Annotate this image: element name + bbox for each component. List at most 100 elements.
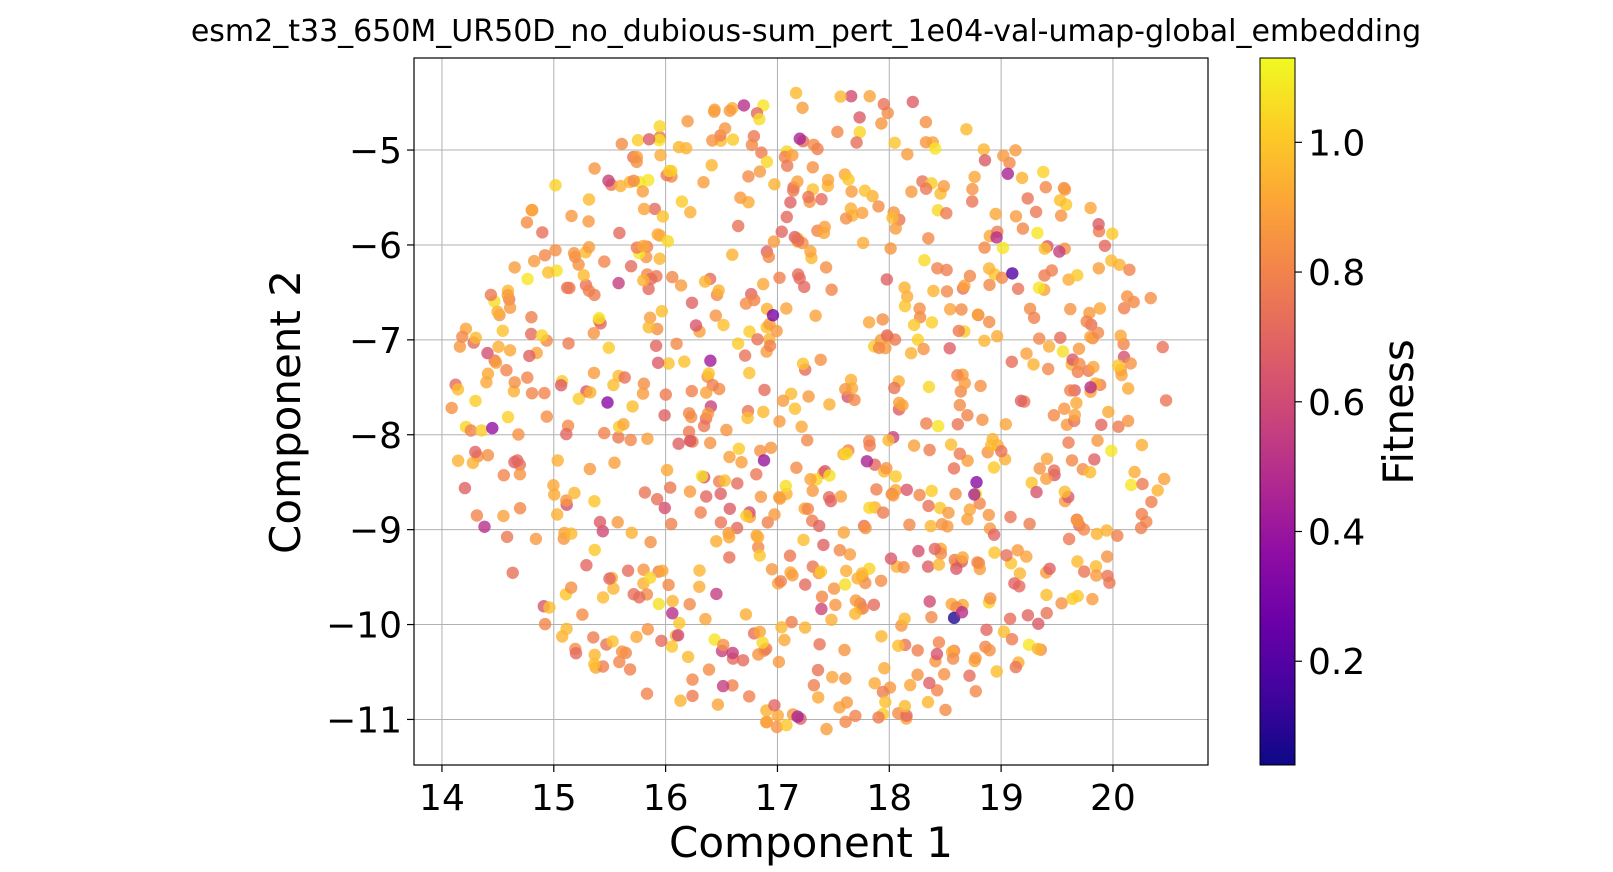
scatter-point [711,698,725,711]
scatter-point [621,564,635,577]
scatter-point [695,470,709,483]
scatter-point [540,410,553,423]
scatter-point [786,149,799,162]
scatter-point [1090,569,1103,582]
scatter-point [824,494,837,508]
scatter-point [1023,517,1036,531]
scatter-point [1080,315,1093,328]
scatter-point [901,148,914,161]
scatter-point [839,715,852,728]
scatter-point [603,572,616,585]
scatter-point [753,549,766,562]
scatter-point [912,544,925,558]
scatter-point [710,587,723,601]
scatter-point [952,324,965,338]
scatter-point [1145,495,1158,509]
scatter-point [580,559,593,572]
scatter-point [701,407,715,420]
scatter-point [938,668,951,681]
scatter-point [770,720,784,734]
scatter-point [780,210,793,224]
scatter-point [772,655,786,669]
scatter-point [717,318,730,332]
scatter-point [966,195,979,208]
scatter-point [1038,242,1052,255]
scatter-point [1029,205,1043,219]
scatter-point [475,424,488,437]
scatter-point [577,269,590,282]
scatter-point [1098,239,1112,252]
scatter-point [760,155,774,168]
scatter-point [538,249,552,262]
scatter-point [636,387,650,400]
scatter-point [754,444,767,457]
scatter-point [513,502,527,515]
scatter-point [983,315,996,329]
scatter-point [819,261,833,274]
scatter-point [850,136,863,149]
scatter-point [919,182,933,195]
x-axis-ticks: 14 15 16 17 18 19 20 [419,765,1136,819]
scatter-point [1086,592,1099,606]
scatter-point [757,454,771,467]
scatter-point [935,518,949,531]
scatter-point [496,324,509,337]
scatter-point [872,341,886,355]
scatter-point [653,252,666,265]
scatter-point [1020,347,1033,360]
scatter-point [820,722,833,736]
scatter-point [741,411,754,425]
scatter-point [1073,357,1086,371]
scatter-point [798,621,812,634]
scatter-point [817,538,830,552]
scatter-point [1087,360,1100,374]
scatter-point [612,276,625,290]
scatter-point [931,684,944,697]
scatter-point [1056,345,1070,358]
scatter-point [1071,514,1084,527]
scatter-point [630,155,643,169]
scatter-point [567,247,581,260]
scatter-point [716,679,730,693]
scatter-point [823,398,836,411]
scatter-point [987,461,1001,474]
scatter-point [862,316,876,329]
scatter-point [922,499,935,513]
scatter-point [1000,549,1013,562]
scatter-point [1101,569,1114,583]
scatter-point [1068,408,1082,422]
scatter-point [987,528,1001,541]
scatter-point [700,386,713,399]
scatter-point [884,242,897,255]
scatter-point [612,431,625,444]
scatter-point [549,244,562,257]
scatter-point [1071,269,1084,282]
scatter-point [925,611,938,624]
scatter-point [963,269,977,283]
scatter-point [918,254,931,267]
scatter-point [614,179,627,193]
scatter-point [784,196,797,209]
scatter-point [664,481,677,494]
scatter-point [714,487,727,500]
scatter-point [560,427,573,441]
scatter-point [608,456,621,469]
colorbar-tick-label: 0.4 [1308,512,1365,553]
scatter-point [630,630,643,644]
scatter-point [907,318,921,332]
scatter-point [451,383,465,396]
scatter-point [1053,245,1066,258]
scatter-point [1064,384,1077,397]
y-tick-label: −7 [349,321,402,362]
scatter-point [655,305,668,318]
scatter-point [723,531,736,544]
scatter-point [811,142,824,156]
scatter-point [681,115,694,128]
scatter-point [932,636,946,649]
scatter-point [982,508,995,522]
scatter-point [888,136,901,149]
scatter-point [872,711,885,724]
scatter-point [781,159,794,172]
scatter-point [1092,218,1105,231]
scatter-point [1090,527,1104,541]
